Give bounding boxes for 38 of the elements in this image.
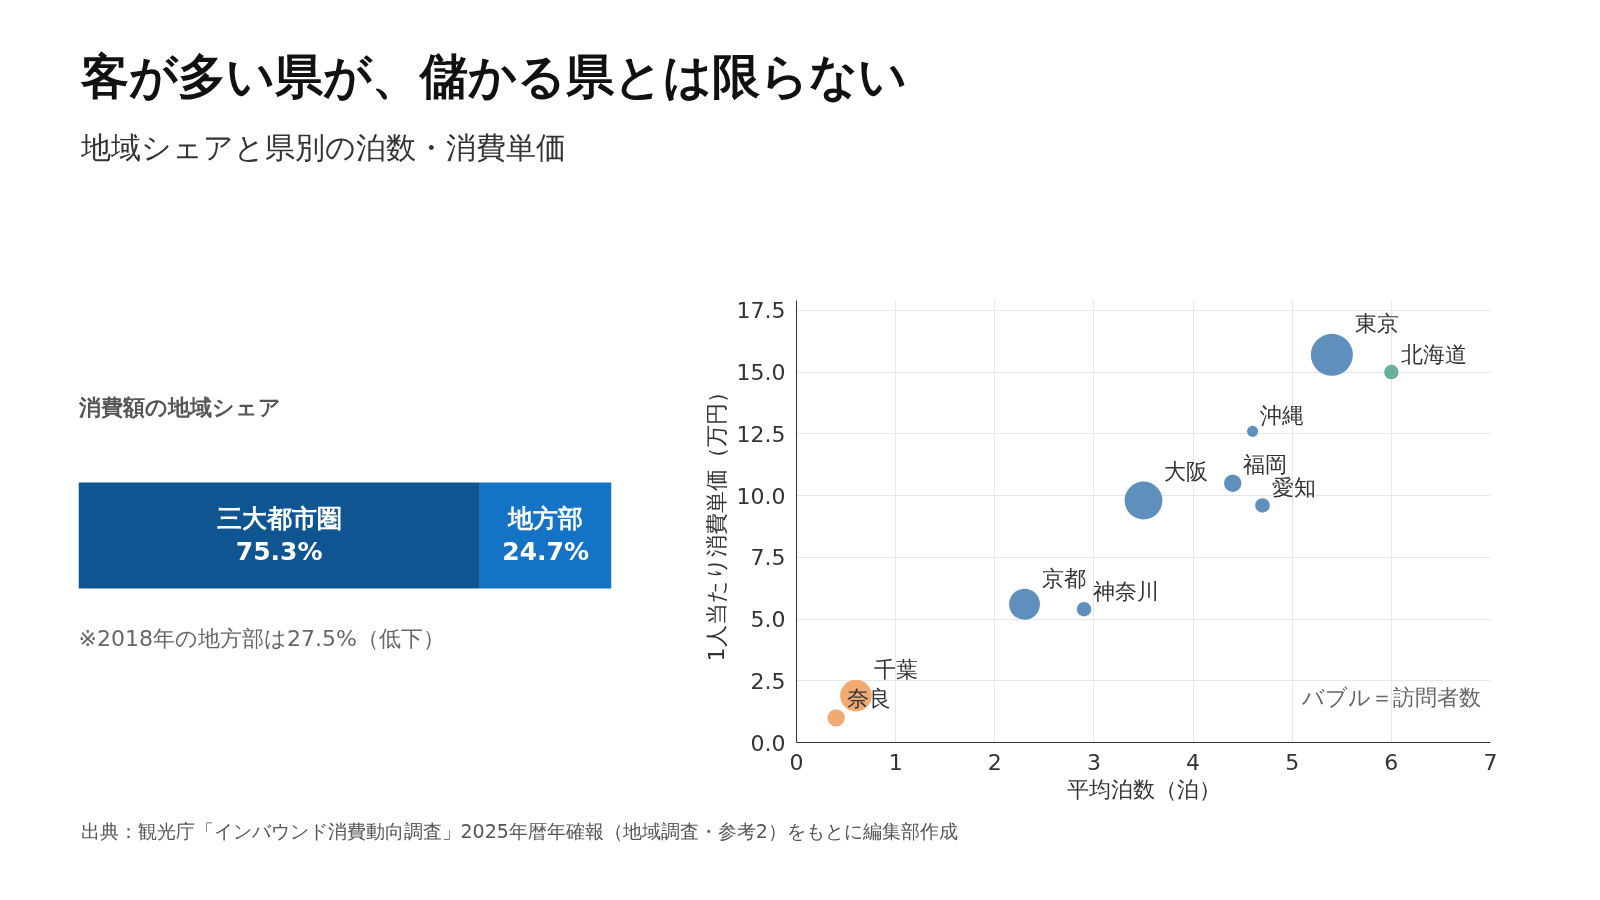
source-note: 出典：観光庁「インバウンド消費動向調査」2025年暦年確報（地域調査・参考2）をもとに編集部作成 bbox=[80, 819, 958, 842]
text: 客が多い県が、儲かる県とは限らない bbox=[79, 47, 907, 104]
chart-title: 消費額の地域シェア bbox=[77, 395, 281, 420]
text: ※2018年の地方部は27.5%（低下） bbox=[78, 626, 445, 651]
y-tick-label: 10.0 bbox=[736, 483, 786, 509]
data-label: 75.3% bbox=[235, 537, 323, 566]
series-label: 三大都市圏 bbox=[216, 504, 342, 533]
series-label: 京都 bbox=[1041, 565, 1086, 591]
x-tick-label: 3 bbox=[1086, 749, 1101, 775]
annotation: バブル＝訪問者数 bbox=[1300, 685, 1481, 710]
y-axis-title: 1人当たり消費単価（万円） bbox=[703, 381, 729, 662]
series-label: 奈良 bbox=[846, 686, 891, 712]
y-tick-label: 17.5 bbox=[736, 298, 786, 324]
y-tick-label: 15.0 bbox=[736, 360, 786, 386]
y-tick-label: 0.0 bbox=[750, 730, 786, 756]
y-tick-label: 7.5 bbox=[750, 545, 786, 571]
series-label: 神奈川 bbox=[1093, 578, 1160, 604]
series-label: 北海道 bbox=[1400, 341, 1467, 367]
y-tick-label: 12.5 bbox=[736, 421, 786, 447]
series-label: 愛知 bbox=[1271, 475, 1316, 501]
series-label: 沖縄 bbox=[1260, 402, 1305, 428]
series-label: 福岡 bbox=[1243, 451, 1288, 477]
x-axis-title: 平均泊数（泊） bbox=[1066, 776, 1221, 802]
data-label: 24.7% bbox=[502, 537, 590, 566]
series-label: 千葉 bbox=[873, 656, 918, 682]
y-tick-label: 5.0 bbox=[750, 607, 786, 633]
x-tick-label: 1 bbox=[888, 749, 903, 775]
series-label: 大阪 bbox=[1164, 458, 1209, 484]
y-tick-label: 2.5 bbox=[750, 668, 786, 694]
series-label: 東京 bbox=[1354, 310, 1399, 336]
x-tick-label: 2 bbox=[987, 749, 1002, 775]
x-tick-label: 5 bbox=[1285, 749, 1300, 775]
x-tick-label: 7 bbox=[1483, 749, 1498, 775]
series-label: 地方部 bbox=[507, 504, 584, 533]
x-tick-label: 0 bbox=[789, 749, 804, 775]
x-tick-label: 6 bbox=[1384, 749, 1399, 775]
text: 地域シェアと県別の泊数・消費単価 bbox=[79, 130, 566, 165]
x-tick-label: 4 bbox=[1186, 749, 1201, 775]
